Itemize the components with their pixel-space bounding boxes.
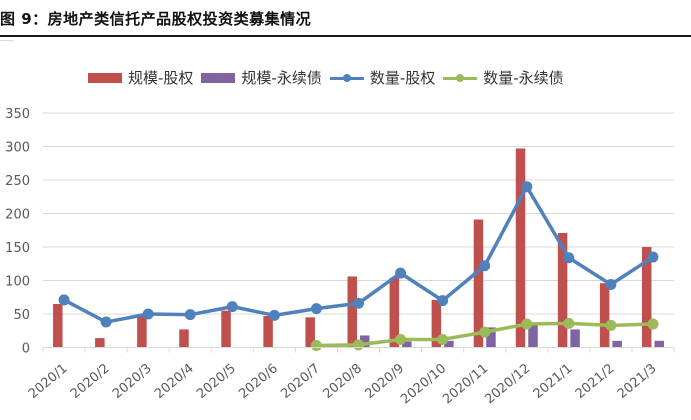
- y-tick-label: 0: [22, 342, 30, 357]
- gridlines: [43, 112, 674, 315]
- x-tick-label: 2020/8: [320, 361, 365, 402]
- y-tick-label: 250: [5, 174, 30, 189]
- source-mark: [0, 40, 14, 41]
- bar: [654, 340, 664, 348]
- line-marker: [395, 333, 407, 345]
- line-marker: [605, 279, 617, 291]
- legend-swatch-count-equity: [329, 73, 364, 83]
- legend-item-scale-perpetual: 规模-永续债: [201, 67, 322, 88]
- x-tick-label: 2021/3: [615, 361, 660, 402]
- bar: [347, 276, 357, 348]
- legend-swatch-scale-equity: [88, 72, 122, 83]
- line-marker: [521, 181, 533, 193]
- x-axis: 2020/12020/22020/32020/42020/52020/62020…: [26, 347, 675, 407]
- x-tick-label: 2021/2: [573, 361, 618, 402]
- line-marker: [226, 301, 238, 313]
- line-marker: [268, 309, 280, 321]
- bar: [263, 316, 273, 348]
- line-marker: [521, 318, 533, 330]
- x-tick-label: 2020/2: [68, 361, 113, 402]
- bar: [528, 325, 538, 348]
- bar: [570, 329, 580, 348]
- line-marker: [437, 295, 449, 307]
- line-marker: [479, 326, 491, 338]
- line-marker: [563, 252, 575, 264]
- y-tick-label: 100: [5, 275, 30, 290]
- line-marker: [563, 317, 575, 329]
- bar-series: [53, 148, 664, 348]
- x-tick-label: 2020/11: [440, 361, 491, 407]
- line-marker: [353, 339, 364, 351]
- x-tick-label: 2020/4: [152, 361, 197, 402]
- x-tick-label: 2021/1: [531, 361, 576, 402]
- x-tick-label: 2020/6: [236, 361, 281, 402]
- y-axis: 0 50 100 150 200 250 300 350: [5, 107, 30, 357]
- bar: [53, 303, 63, 348]
- legend-swatch-count-perpetual: [443, 73, 478, 83]
- x-tick-label: 2020/12: [482, 361, 533, 407]
- bar: [515, 148, 526, 348]
- y-tick-label: 200: [5, 208, 30, 223]
- legend-label: 规模-永续债: [241, 69, 322, 87]
- line-marker: [647, 251, 659, 263]
- line-marker: [479, 260, 491, 272]
- bar: [641, 247, 652, 348]
- y-tick-label: 300: [5, 141, 30, 156]
- x-tick-label: 2020/7: [278, 361, 323, 402]
- line-marker: [184, 309, 196, 321]
- line-marker: [437, 333, 449, 345]
- legend-label: 数量-股权: [369, 69, 436, 87]
- bar: [557, 232, 568, 348]
- line-marker: [142, 308, 154, 320]
- legend-label: 规模-股权: [128, 69, 194, 87]
- bar: [612, 340, 622, 348]
- line-marker: [100, 316, 112, 328]
- bar: [431, 299, 442, 348]
- line-marker: [310, 339, 322, 351]
- y-tick-label: 150: [5, 241, 30, 256]
- line-series: [58, 181, 659, 351]
- legend-item-count-perpetual: 数量-永续债: [443, 67, 564, 88]
- figure-title: 图 9：房地产类信托产品股权投资类募集情况: [0, 10, 312, 28]
- y-tick-label: 50: [13, 308, 30, 323]
- legend-item-count-equity: 数量-股权: [329, 67, 436, 88]
- legend-item-scale-equity: 规模-股权: [88, 67, 193, 88]
- bar: [486, 327, 496, 348]
- line-marker: [58, 294, 70, 306]
- x-tick-label: 2020/5: [194, 361, 239, 402]
- x-tick-label: 2020/10: [398, 361, 449, 407]
- bar: [95, 338, 105, 348]
- bar: [179, 329, 189, 348]
- line-marker: [353, 297, 364, 309]
- bar: [221, 310, 231, 348]
- bar: [599, 283, 610, 348]
- bar: [402, 341, 412, 348]
- x-tick-label: 2020/3: [110, 361, 155, 402]
- line-marker: [647, 318, 659, 330]
- legend-swatch-scale-perpetual: [201, 72, 236, 83]
- line-marker: [605, 319, 617, 331]
- x-tick-label: 2020/1: [26, 361, 71, 402]
- bar: [389, 277, 400, 348]
- bar: [305, 317, 315, 348]
- y-tick-label: 350: [5, 107, 30, 122]
- legend-label: 数量-永续债: [483, 69, 564, 87]
- bar: [473, 219, 484, 348]
- bar: [444, 340, 454, 348]
- bar: [360, 335, 370, 348]
- title-divider: [0, 35, 691, 37]
- line-marker: [310, 303, 322, 315]
- bar: [137, 314, 147, 348]
- chart-legend: 规模-股权 规模-永续债 数量-股权 数量-永续债: [88, 67, 572, 88]
- line-marker: [395, 267, 407, 279]
